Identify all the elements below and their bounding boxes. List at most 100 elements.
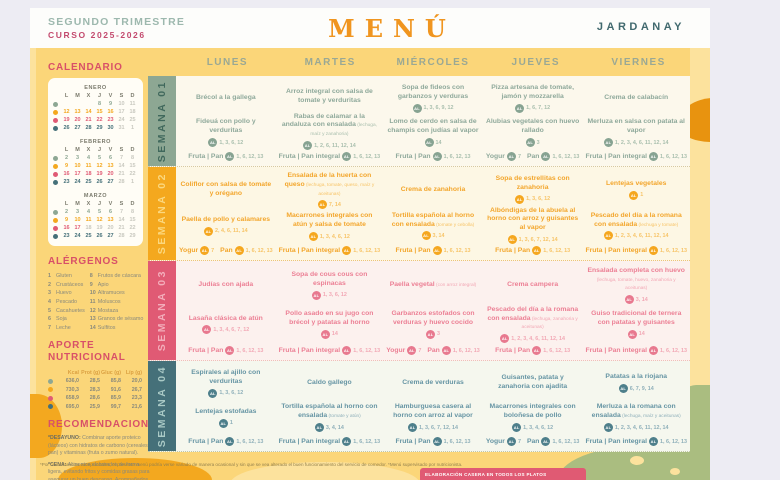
nutrition-value: 695,0 — [65, 403, 79, 410]
calendar-day: 17 — [74, 171, 81, 177]
footer-item: Pan AL 1, 6, 12, 13 — [527, 152, 579, 161]
nutrition-value: 20,0 — [131, 378, 142, 385]
calendar-day: 26 — [96, 179, 103, 185]
allergen-badge-icon: AL — [342, 152, 352, 161]
allergen-number: 6 — [48, 316, 51, 323]
calendar-dow-label: M — [75, 93, 80, 99]
allergen-number: 3 — [48, 290, 51, 297]
calendar-day: 14 — [118, 163, 125, 169]
dish: Sopa de estrellitas con zanahoria AL 1, 3,… — [486, 172, 580, 207]
calendar-day: 24 — [74, 179, 81, 185]
calendar-dow-label: M — [75, 147, 80, 153]
allergen-badge-icon: AL — [208, 138, 218, 148]
cell-footer: Fruta | Pan integral AL 1, 6, 12, 13 — [279, 244, 380, 257]
dish-sub-label: (tomate y atún) — [327, 414, 361, 420]
dish-allergen-line: AL 3, 4, 14 — [314, 423, 344, 433]
cell-footer: Fruta | Pan integral AL 1, 6, 12, 13 — [278, 150, 380, 163]
calendar-month: MARZO L M X J V S D 2 3 4 5 6 7 8 9 10 11 12 13 14 15 16 17 18 19… — [53, 193, 138, 240]
allergen-name: Gluten — [56, 273, 72, 279]
allergen-numbers: 7 — [418, 347, 422, 354]
menu-page: SEGUNDO TRIMESTRE CURSO 2025-2026 MENÚ J… — [30, 8, 710, 480]
dish: Tortilla española al horno con ensalada … — [279, 401, 381, 436]
dish-name: Pescado del día a la romana con ensalada… — [487, 305, 579, 331]
allergen-item: 5 Cacahuetes — [48, 307, 85, 316]
allergen-item: 2 Crustáceos — [48, 281, 85, 290]
footer-item-label: Fruta | Pan integral — [278, 153, 341, 160]
trimester-label: SEGUNDO TRIMESTRE — [48, 16, 186, 28]
dish-sub-label: (con arroz integral) — [434, 283, 477, 289]
footer-item: Fruta | Pan AL 1, 6, 12, 13 — [395, 152, 471, 161]
nutrition-value: 21,6 — [131, 403, 142, 410]
allergen-badge-icon: AL — [208, 388, 218, 398]
allergen-badge-icon: AL — [432, 152, 442, 161]
menu-cell: Patatas a la riojana AL 6, 7, 9, 14 Merluza… — [582, 361, 690, 451]
allergen-numbers: 1, 6, 12, 13 — [660, 347, 687, 354]
calendar-day: 13 — [74, 109, 81, 115]
calendar-week-row: 9 10 11 12 13 14 15 — [53, 216, 138, 224]
footer-item: Fruta | Pan AL 1, 6, 12, 13 — [495, 246, 570, 255]
dish: Lasaña clásica de atún AL 1, 3, 4, 6, 7, 1… — [179, 305, 273, 344]
calendar-week-row: 16 17 18 19 20 21 22 — [53, 170, 138, 178]
calendar-day: 26 — [63, 125, 70, 131]
allergen-numbers: 1, 6, 12, 13 — [236, 347, 264, 354]
recommendation-text: Alimentos elaborados de forma ligera, ev… — [48, 461, 150, 480]
allergen-badge-icon: AL — [311, 290, 321, 300]
allergen-badge-icon: AL — [202, 325, 212, 335]
calendar-day: 12 — [96, 217, 103, 223]
menu-cell: Sopa de cous cous con espinacas AL 1, 3, 6… — [276, 261, 384, 360]
allergen-badge-icon: AL — [342, 437, 352, 446]
footer-item: Fruta | Pan integral AL 1, 6, 12, 13 — [279, 437, 380, 446]
allergen-name: Huevo — [56, 290, 72, 297]
menu-cell: Crema de verduras Hamburguesa casera al h… — [383, 361, 483, 451]
dish: Pescado del día a la romana con ensalada… — [585, 208, 687, 244]
menu-cell: Ensalada completa con huevo (lechuga, to… — [582, 261, 690, 360]
calendar-dow-label: D — [130, 201, 135, 207]
dish-allergen-line: AL 3, 14 — [421, 231, 445, 241]
allergen-badge-icon: AL — [649, 152, 659, 161]
calendar-day: 11 — [129, 101, 136, 107]
week-row-4: SEMANA 04 Espirales al ajillo con verduri… — [148, 361, 690, 452]
footer-item-label: Pan — [427, 347, 440, 354]
calendar-day: 6 — [108, 209, 113, 215]
dish: Rabas de calamar a la andaluza con ensal… — [279, 113, 381, 150]
dish-name: Paella de pollo y calamares — [181, 216, 271, 224]
dish-allergen-line: AL 1, 3, 6, 9, 12 — [412, 103, 453, 113]
calendar-day: 2 — [64, 155, 69, 161]
nutrition-value: 730,3 — [65, 386, 79, 393]
allergen-number: 1 — [48, 273, 51, 279]
allergen-item: 4 Pescado — [48, 298, 85, 307]
day-header: MIÉRCOLES — [396, 56, 470, 68]
allergen-number: 11 — [89, 298, 96, 305]
dish-allergen-line: AL 1, 2, 3, 4, 6, 11, 12, 14 — [603, 138, 669, 148]
week-color-dot — [53, 163, 58, 169]
calendar-dow-label: L — [64, 93, 69, 99]
dish-name: Guiso tradicional de ternera con patatas… — [591, 310, 682, 326]
cell-footer: Fruta | Pan AL 1, 6, 12, 13 — [495, 244, 570, 257]
calendar-day: 17 — [118, 109, 125, 115]
footer-item-label: Fruta | Pan — [495, 247, 531, 254]
dish: Guisantes, patata y zanahoria con ajadit… — [486, 366, 580, 401]
calendar-day: 4 — [86, 209, 91, 215]
allergen-numbers: 1, 6, 12, 13 — [236, 153, 264, 160]
week-row-3: SEMANA 03 Judías con ajada Lasaña clásica … — [148, 261, 690, 361]
allergen-number: 2 — [48, 281, 51, 288]
allergen-badge-icon: AL — [525, 138, 535, 148]
nutrition-value: 658,9 — [65, 395, 79, 402]
footer-item: Fruta | Pan integral AL 1, 6, 12, 13 — [585, 437, 687, 446]
allergen-numbers: 1, 6, 12, 13 — [660, 247, 687, 254]
dish-sub-label: (lechuga, maíz y zanahoria) — [310, 123, 377, 138]
allergen-name: Leche — [56, 324, 71, 331]
week-color-dot — [53, 209, 58, 215]
calendar-day: 20 — [107, 171, 114, 177]
allergen-numbers: 1, 2, 3, 4, 6, 11, 12, 14 — [614, 232, 669, 239]
dish-allergen-line: AL 1, 2, 3, 4, 6, 11, 12, 14 — [500, 334, 565, 344]
allergen-numbers: 1, 3, 6, 12 — [322, 292, 347, 299]
dish-allergen-line: AL 7, 14 — [317, 200, 341, 210]
calendar-month-name: MARZO — [83, 193, 108, 199]
recommendation-lead: *CENA: — [48, 461, 67, 468]
allergen-badge-icon: AL — [541, 152, 551, 161]
week-cells: Judías con ajada Lasaña clásica de atún AL… — [176, 261, 690, 360]
yellow-blob-decoration — [230, 462, 420, 480]
right-edge-decoration — [690, 48, 710, 480]
